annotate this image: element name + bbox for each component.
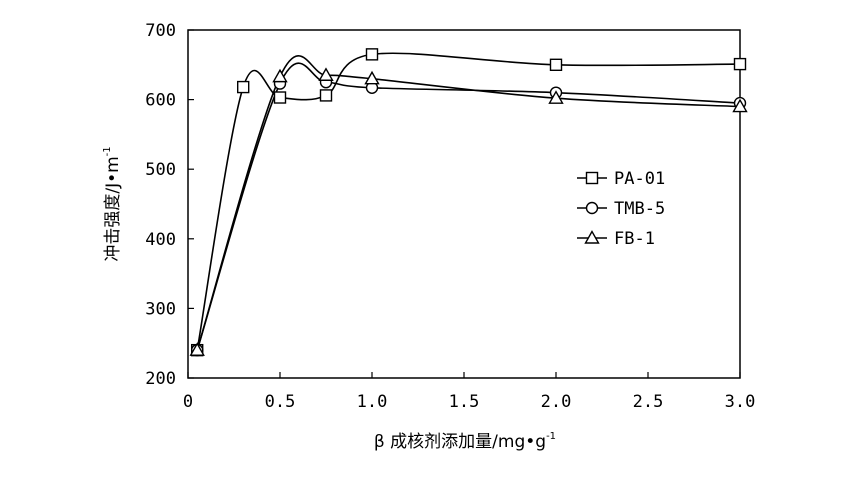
y-tick-label: 200 [145, 369, 176, 389]
series-markers [189, 48, 748, 357]
data-point-pa-01 [273, 91, 287, 104]
y-axis-label-sup: -1 [102, 146, 113, 156]
data-point-fb-1 [732, 98, 748, 113]
y-tick-label: 400 [145, 230, 176, 250]
x-axis-label-sup: -1 [546, 431, 556, 442]
y-tick-label: 300 [145, 299, 176, 319]
data-point-fb-1 [364, 70, 380, 85]
data-point-fb-1 [548, 90, 564, 104]
y-axis-label-main: 冲击强度/J•m [103, 156, 123, 261]
x-tick-label: 1.5 [449, 392, 480, 412]
legend: PA-01 TMB-5 FB-1 [577, 169, 665, 249]
x-tick-label: 0.5 [265, 392, 296, 412]
y-axis-label: 冲击强度/J•m-1 [102, 146, 123, 261]
legend-marker-pa-01 [585, 171, 599, 185]
x-tick-label: 2.5 [633, 392, 664, 412]
x-tick-labels: 0 0.5 1.0 1.5 2.0 2.5 3.0 [183, 392, 755, 412]
legend-label-tmb-5: TMB-5 [614, 199, 665, 219]
legend-marker-tmb-5 [585, 201, 599, 215]
data-point-pa-01 [733, 57, 747, 71]
y-tick-label: 600 [145, 91, 176, 111]
data-point-pa-01 [365, 48, 379, 61]
data-point-pa-01 [549, 58, 563, 71]
x-axis-label: β 成核剂添加量/mg•g-1 [374, 431, 556, 452]
x-tick-label: 2.0 [541, 392, 572, 412]
axis-ticks [187, 29, 741, 379]
y-tick-label: 700 [145, 21, 176, 41]
x-tick-label: 0 [183, 392, 193, 412]
data-point-pa-01 [236, 80, 250, 94]
x-tick-label: 3.0 [725, 392, 756, 412]
x-tick-label: 1.0 [357, 392, 388, 412]
y-tick-labels: 200 300 400 500 600 700 [145, 21, 176, 389]
x-axis-label-main: β 成核剂添加量/mg•g [374, 432, 546, 452]
data-point-fb-1 [189, 342, 205, 356]
data-point-fb-1 [318, 67, 334, 81]
data-point-fb-1 [272, 68, 288, 83]
legend-label-pa-01: PA-01 [614, 169, 665, 189]
data-point-pa-01 [319, 89, 333, 102]
legend-label-fb-1: FB-1 [614, 229, 655, 249]
series-line-fb-1 [196, 55, 741, 351]
legend-marker-fb-1 [584, 230, 600, 244]
series-line-tmb-5 [196, 62, 741, 351]
y-tick-label: 500 [145, 160, 176, 180]
